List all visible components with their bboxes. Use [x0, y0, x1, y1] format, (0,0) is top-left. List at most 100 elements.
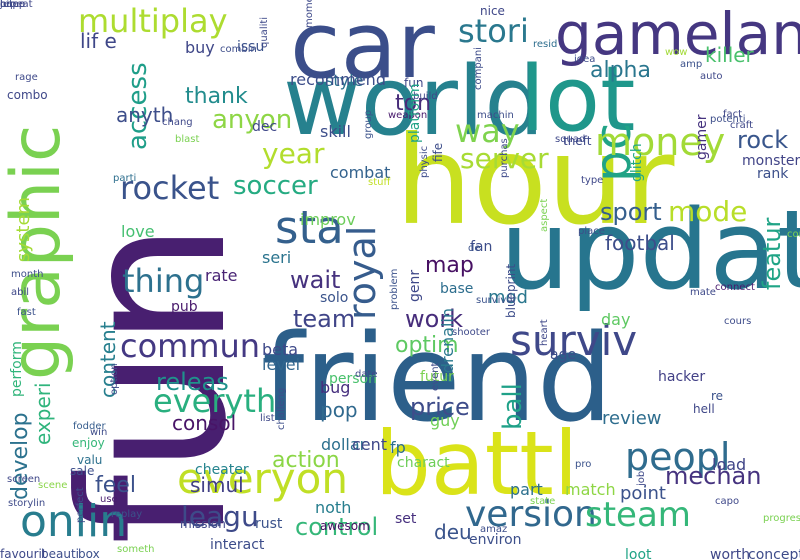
cloud-word-server: server	[460, 142, 549, 175]
cloud-word-connect: connect	[715, 282, 755, 293]
cloud-word-chang: chang	[162, 117, 193, 128]
cloud-word-group: group	[363, 109, 374, 139]
cloud-word-charact: charact	[397, 455, 450, 471]
cloud-word-fan: fan	[470, 239, 493, 255]
cloud-word-anyth: anyth	[116, 103, 174, 127]
cloud-word-monster: monster	[742, 153, 800, 169]
cloud-word-capo: capo	[715, 496, 740, 507]
cloud-word-rage: rage	[15, 72, 38, 83]
cloud-word-onlin: onlin	[20, 496, 128, 547]
cloud-word-friend: friend	[262, 310, 613, 449]
cloud-word-everyon: everyon	[177, 454, 348, 503]
cloud-word-favourit: favourit	[0, 547, 47, 560]
cloud-word-fun: fun	[404, 76, 424, 90]
cloud-word-leagu: leagu	[181, 500, 259, 533]
cloud-word-mechan: mechan	[665, 462, 762, 490]
cloud-word-work: work	[405, 305, 464, 333]
cloud-word-craft: craft	[730, 120, 754, 131]
cloud-word-lif-e: lif e	[80, 29, 117, 53]
cloud-word-weapon: weapon	[388, 110, 428, 121]
cloud-word-mate: mate	[690, 287, 716, 298]
cloud-word-shooter: shooter	[452, 327, 490, 338]
cloud-word-beauti: beauti	[41, 547, 79, 560]
cloud-word-battl: battl	[375, 412, 579, 515]
cloud-word-nice: nice	[480, 4, 505, 18]
cloud-word-car: car	[290, 0, 435, 99]
cloud-word-issu: issu	[237, 39, 265, 55]
cloud-word-hope: hope	[0, 0, 25, 10]
cloud-word-gamelan: gamelan	[555, 0, 800, 68]
cloud-word-level: level	[262, 355, 301, 374]
cloud-word-gamer: gamer	[694, 114, 710, 160]
cloud-word-someth: someth	[117, 544, 155, 555]
cloud-word-jump: jump	[0, 0, 26, 10]
cloud-word-idea: idea	[574, 54, 596, 65]
cloud-word-year: year	[262, 137, 325, 170]
cloud-word-potenti: potenti	[710, 114, 746, 125]
cloud-word-guy: guy	[430, 411, 460, 430]
cloud-word-base: base	[440, 281, 474, 297]
cloud-word-concept: concept	[748, 547, 800, 560]
cloud-word-compani: compani	[473, 47, 484, 90]
cloud-word-price: price	[410, 393, 470, 421]
cloud-word-dollar: dollar	[321, 435, 367, 454]
cloud-word-rock: rock	[737, 126, 789, 154]
cloud-word-theft: theft	[563, 134, 592, 148]
cloud-word-soccer: soccer	[233, 171, 318, 201]
cloud-word-parti: parti	[113, 173, 137, 184]
cloud-word-combin: combin	[220, 44, 257, 55]
cloud-word-physic: physic	[419, 145, 430, 178]
cloud-word-bit: bit	[0, 0, 14, 10]
cloud-word-system: system	[13, 196, 34, 262]
cloud-word-person: person	[329, 371, 377, 387]
cloud-word-perfect: perfect	[75, 487, 86, 523]
cloud-word-steam: steam	[585, 495, 691, 535]
cloud-word-solo: solo	[320, 290, 349, 306]
cloud-word-world: world	[283, 47, 545, 157]
cloud-word-anyon: anyon	[212, 105, 293, 135]
cloud-word-improv: improv	[300, 210, 356, 229]
cloud-word-beta: beta	[262, 340, 299, 359]
cloud-word-day: day	[601, 310, 631, 329]
cloud-word-optim: optim	[395, 333, 459, 358]
cloud-word-use: use	[100, 494, 118, 505]
cloud-word-mission: mission	[180, 517, 226, 531]
cloud-word-sale: sale	[70, 464, 95, 478]
cloud-word-squad: squad	[555, 134, 586, 145]
cloud-word-alpha: alpha	[590, 58, 651, 83]
cloud-word-thank: thank	[185, 84, 248, 109]
cloud-word-futur: futur	[420, 369, 454, 385]
cloud-word-review: review	[602, 408, 662, 429]
cloud-word-one: one	[0, 0, 19, 10]
cloud-word-purchas: purchas	[499, 138, 510, 178]
cloud-word-place: place	[578, 226, 605, 237]
cloud-word-re: re	[711, 389, 724, 403]
cloud-word-consol: consol	[172, 411, 237, 435]
cloud-word-seri: seri	[262, 248, 292, 267]
cloud-word-ball: ball	[498, 383, 528, 430]
cloud-word-rocket: rocket	[120, 169, 220, 207]
cloud-word-lot: lot	[520, 47, 636, 152]
cloud-word-style: style	[325, 71, 364, 90]
cloud-word-match: match	[565, 480, 616, 499]
cloud-word-sport: sport	[600, 198, 662, 226]
cloud-word-comput: comput	[787, 229, 800, 240]
cloud-word-multiplay: multiplay	[78, 2, 228, 40]
cloud-word-auto: auto	[700, 71, 723, 82]
cloud-word-pop: pop	[320, 398, 358, 422]
cloud-word-sta: sta	[275, 201, 344, 254]
cloud-word-progress: progress	[763, 513, 800, 524]
cloud-word-combo: combo	[7, 88, 48, 102]
cloud-word-wow: wow	[665, 47, 688, 58]
cloud-word-footbal: footbal	[605, 231, 675, 255]
cloud-word-type: type	[581, 175, 604, 186]
cloud-word-survivor: survivor	[476, 295, 517, 306]
cloud-word-ton: ton	[395, 91, 432, 116]
cloud-word-stuff: stuff	[368, 177, 391, 188]
cloud-word-hacker: hacker	[658, 369, 706, 385]
cloud-word-awesom: awesom	[320, 519, 370, 533]
cloud-word-fife: fife	[431, 142, 445, 162]
cloud-word-stori: stori	[458, 12, 529, 50]
cloud-word-resid: resid	[533, 39, 558, 50]
cloud-word-platform: platform	[407, 83, 423, 144]
